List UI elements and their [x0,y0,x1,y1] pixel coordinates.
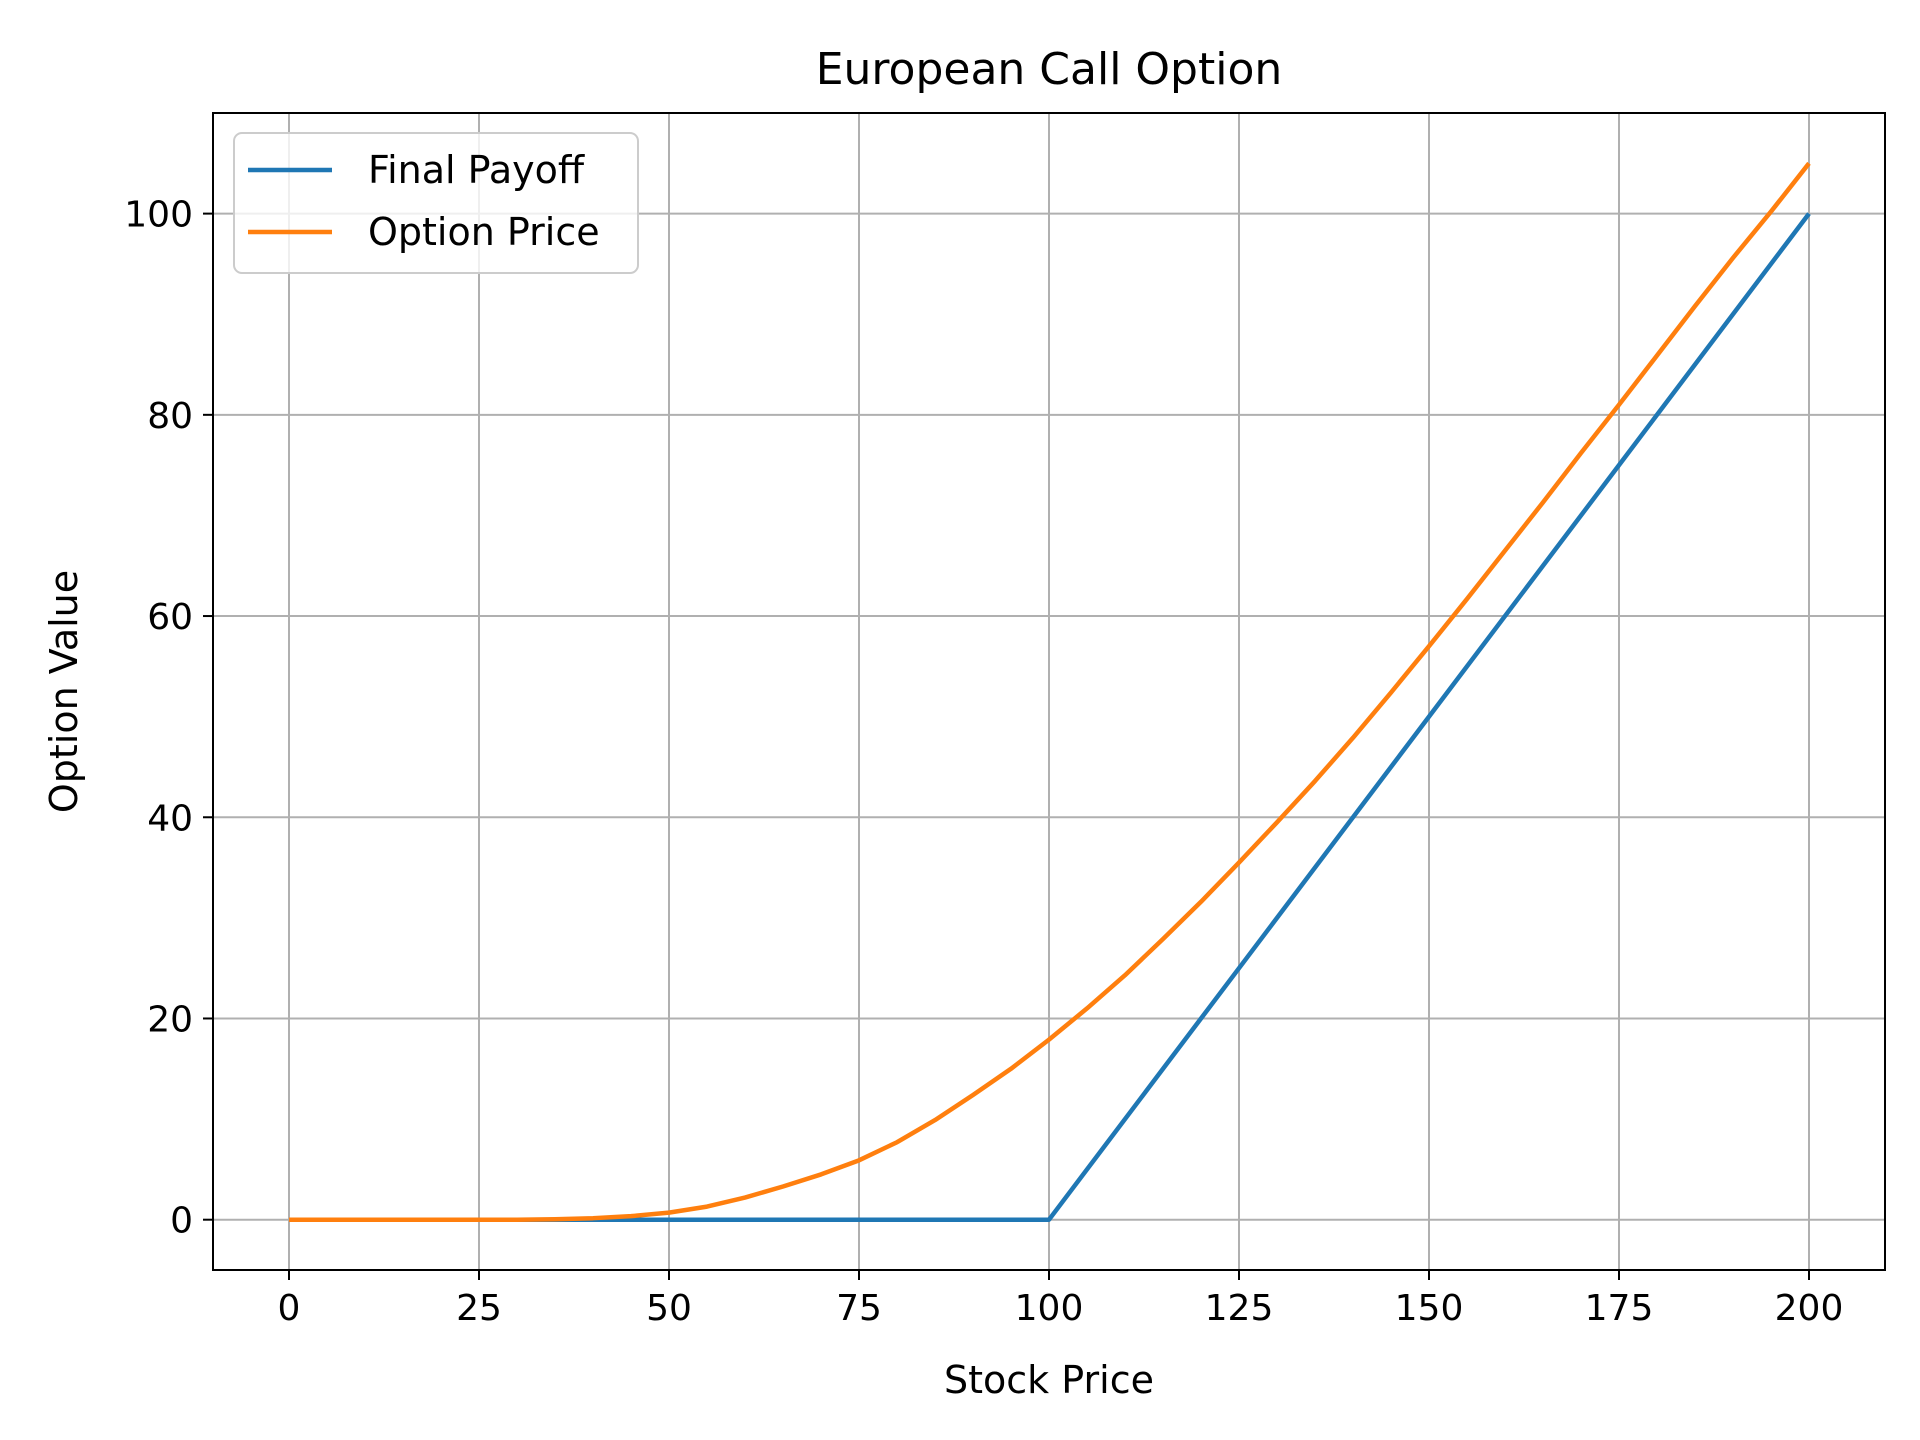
x-tick-label: 75 [836,1288,882,1329]
y-tick-label: 80 [147,396,193,437]
x-tick-label: 50 [646,1288,692,1329]
y-tick-label: 20 [147,999,193,1040]
y-tick-label: 0 [170,1201,193,1242]
x-tick-label: 175 [1585,1288,1654,1329]
legend: Final Payoff Option Price [233,132,639,274]
y-tick-label: 100 [124,195,193,236]
x-tick-label: 25 [456,1288,502,1329]
series-layer [289,161,1811,1222]
x-tick-label: 0 [278,1288,301,1329]
y-tick-label: 60 [147,597,193,638]
legend-box [233,132,639,274]
legend-label: Final Payoff [368,148,585,192]
x-tick-label: 200 [1775,1288,1844,1329]
x-tick-label: 125 [1205,1288,1274,1329]
x-axis-label: Stock Price [944,1358,1154,1402]
legend-label: Option Price [368,210,600,254]
chart-title: European Call Option [816,44,1283,95]
ticks: 0 25 50 75 100 125 150 175 200 0 20 40 60 80 100 [124,195,1843,1329]
x-tick-label: 100 [1015,1288,1084,1329]
x-tick-label: 150 [1395,1288,1464,1329]
y-tick-label: 40 [147,798,193,839]
series-line-option-price [289,161,1811,1222]
y-axis-label: Option Value [42,570,86,813]
